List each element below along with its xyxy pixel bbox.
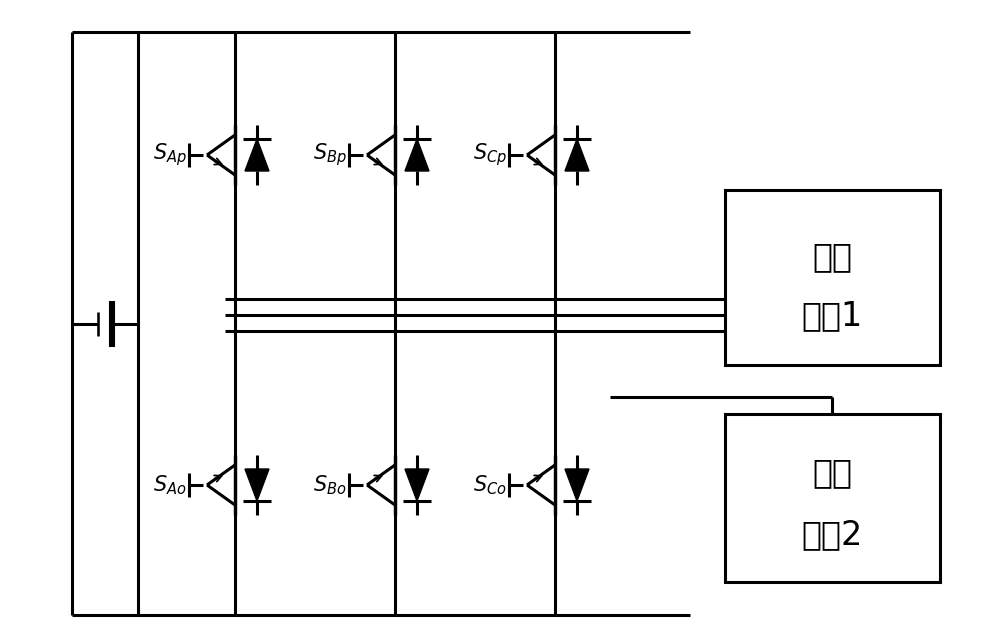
Polygon shape [405,469,429,501]
Bar [725,190,940,365]
Text: 负载2: 负载2 [802,519,863,552]
Text: $S_{Bp}$: $S_{Bp}$ [313,141,347,168]
Polygon shape [245,469,269,501]
Text: $S_{Ao}$: $S_{Ao}$ [153,473,187,497]
Text: 三相: 三相 [812,240,852,273]
Text: $S_{Cp}$: $S_{Cp}$ [473,141,507,168]
Polygon shape [565,139,589,171]
Polygon shape [565,469,589,501]
Text: 三相: 三相 [812,456,852,489]
Text: $S_{Bo}$: $S_{Bo}$ [313,473,347,497]
Polygon shape [405,139,429,171]
Bar [725,414,940,582]
Polygon shape [245,139,269,171]
Text: $S_{Ap}$: $S_{Ap}$ [153,141,187,168]
Text: 负载1: 负载1 [802,299,863,333]
Text: $S_{Co}$: $S_{Co}$ [473,473,507,497]
